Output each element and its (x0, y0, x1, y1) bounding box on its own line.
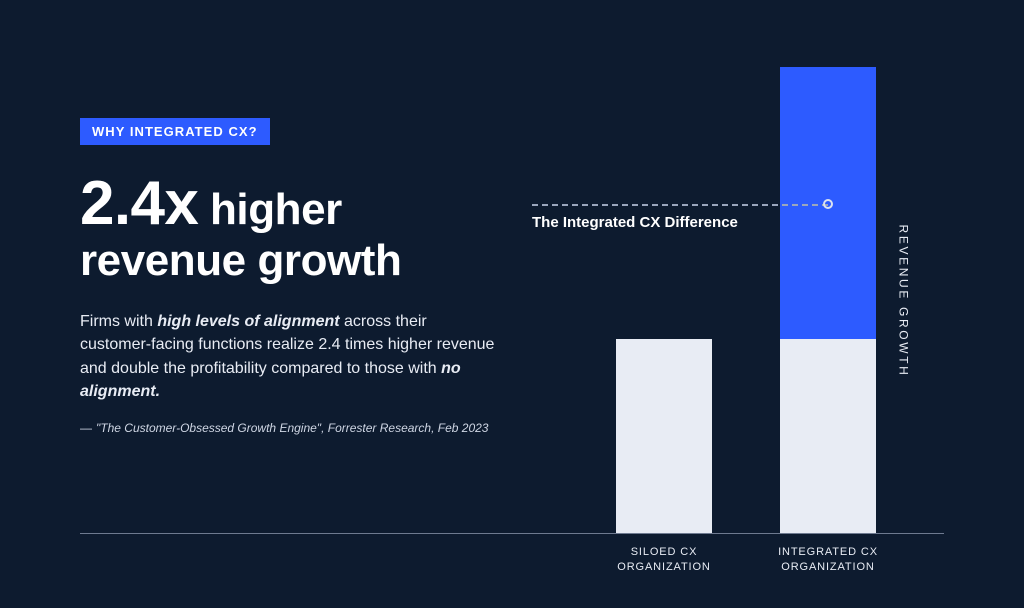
bar-label-integrated: INTEGRATED CX ORGANIZATION (778, 545, 878, 575)
bar-segment (780, 339, 876, 533)
difference-line (532, 204, 828, 206)
bar-segment (616, 339, 712, 533)
x-axis (80, 533, 944, 534)
bar-integrated: INTEGRATED CX ORGANIZATION (780, 67, 876, 533)
bar-label-siloed: SILOED CX ORGANIZATION (617, 545, 710, 575)
bar-chart: REVENUE GROWTH SILOED CX ORGANIZATIONINT… (80, 68, 968, 534)
bars-container: SILOED CX ORGANIZATION INTEGRATED CX ORGA… (80, 67, 944, 533)
difference-dot-icon (823, 199, 833, 209)
bar-siloed: SILOED CX ORGANIZATION (616, 339, 712, 533)
difference-label: The Integrated CX Difference (532, 214, 738, 231)
